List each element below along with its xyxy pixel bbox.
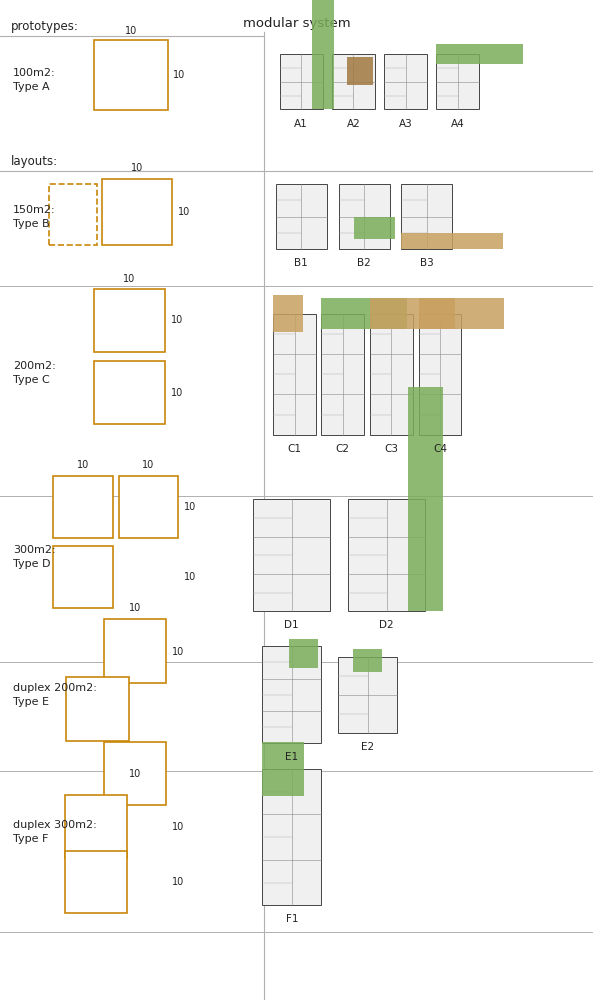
Bar [354, 217, 395, 239]
Bar [401, 184, 452, 249]
Text: 10: 10 [125, 26, 137, 36]
Text: 10: 10 [171, 388, 183, 398]
Text: B1: B1 [294, 258, 308, 268]
Text: 10: 10 [172, 647, 184, 657]
Bar [119, 476, 178, 538]
Text: E2: E2 [361, 742, 374, 752]
Text: A1: A1 [294, 119, 308, 129]
Bar [65, 795, 127, 858]
Bar [262, 646, 321, 743]
Text: D1: D1 [285, 620, 299, 630]
Text: 100m2:
Type A: 100m2: Type A [13, 68, 56, 92]
Bar [53, 546, 113, 608]
Text: A3: A3 [398, 119, 413, 129]
Text: 10: 10 [171, 315, 183, 325]
Bar [339, 184, 390, 249]
Bar [436, 54, 479, 109]
Text: 10: 10 [184, 572, 196, 582]
Text: B2: B2 [357, 258, 371, 268]
Bar [66, 677, 129, 741]
Text: prototypes:: prototypes: [11, 20, 78, 33]
Bar [262, 742, 304, 796]
Text: A2: A2 [346, 119, 361, 129]
Bar [408, 387, 442, 611]
Text: 10: 10 [172, 877, 184, 887]
Text: E1: E1 [285, 752, 298, 762]
Bar [347, 57, 373, 85]
Bar [273, 295, 303, 332]
Bar [419, 314, 461, 435]
Text: 10: 10 [129, 603, 141, 613]
Text: A4: A4 [451, 119, 465, 129]
Bar [262, 769, 321, 905]
Bar [370, 298, 455, 329]
Bar [384, 54, 427, 109]
Bar [338, 657, 397, 733]
Bar [94, 289, 165, 352]
Text: C4: C4 [433, 444, 447, 454]
Text: 10: 10 [173, 70, 186, 80]
Text: modular system: modular system [243, 17, 350, 30]
Bar [280, 54, 323, 109]
Text: 10: 10 [129, 769, 141, 779]
Text: layouts:: layouts: [11, 155, 58, 168]
Text: 300m2:
Type D: 300m2: Type D [13, 545, 56, 569]
Text: C1: C1 [288, 444, 302, 454]
Bar [348, 499, 425, 611]
Text: 200m2:
Type C: 200m2: Type C [13, 361, 56, 385]
Bar [102, 179, 172, 245]
Bar [94, 40, 168, 110]
Bar [104, 619, 166, 683]
Text: 10: 10 [178, 207, 190, 217]
Bar [436, 44, 523, 64]
Bar [276, 184, 327, 249]
Text: F1: F1 [285, 914, 298, 924]
Text: 10: 10 [184, 502, 196, 512]
Bar [53, 476, 113, 538]
Bar [312, 0, 334, 109]
Bar [332, 54, 375, 109]
Text: 10: 10 [142, 460, 154, 470]
Text: 10: 10 [123, 274, 135, 284]
Text: duplex 300m2:
Type F: duplex 300m2: Type F [13, 820, 97, 844]
Text: C3: C3 [384, 444, 398, 454]
Bar [65, 851, 127, 913]
Bar [419, 298, 504, 329]
Bar [289, 639, 318, 668]
Text: 10: 10 [131, 163, 143, 173]
Bar [321, 298, 407, 329]
Bar [273, 314, 316, 435]
Text: B3: B3 [420, 258, 434, 268]
Text: duplex 200m2:
Type E: duplex 200m2: Type E [13, 683, 97, 707]
Text: D2: D2 [380, 620, 394, 630]
Bar [253, 499, 330, 611]
Bar [353, 649, 382, 672]
Text: 10: 10 [172, 822, 184, 832]
Bar [370, 314, 413, 435]
Bar [94, 361, 165, 424]
Text: 150m2:
Type B: 150m2: Type B [13, 205, 56, 229]
Text: 10: 10 [77, 460, 89, 470]
Bar [49, 184, 97, 245]
Text: C2: C2 [336, 444, 350, 454]
Bar [104, 742, 166, 805]
Bar [401, 233, 503, 249]
Bar [321, 314, 364, 435]
